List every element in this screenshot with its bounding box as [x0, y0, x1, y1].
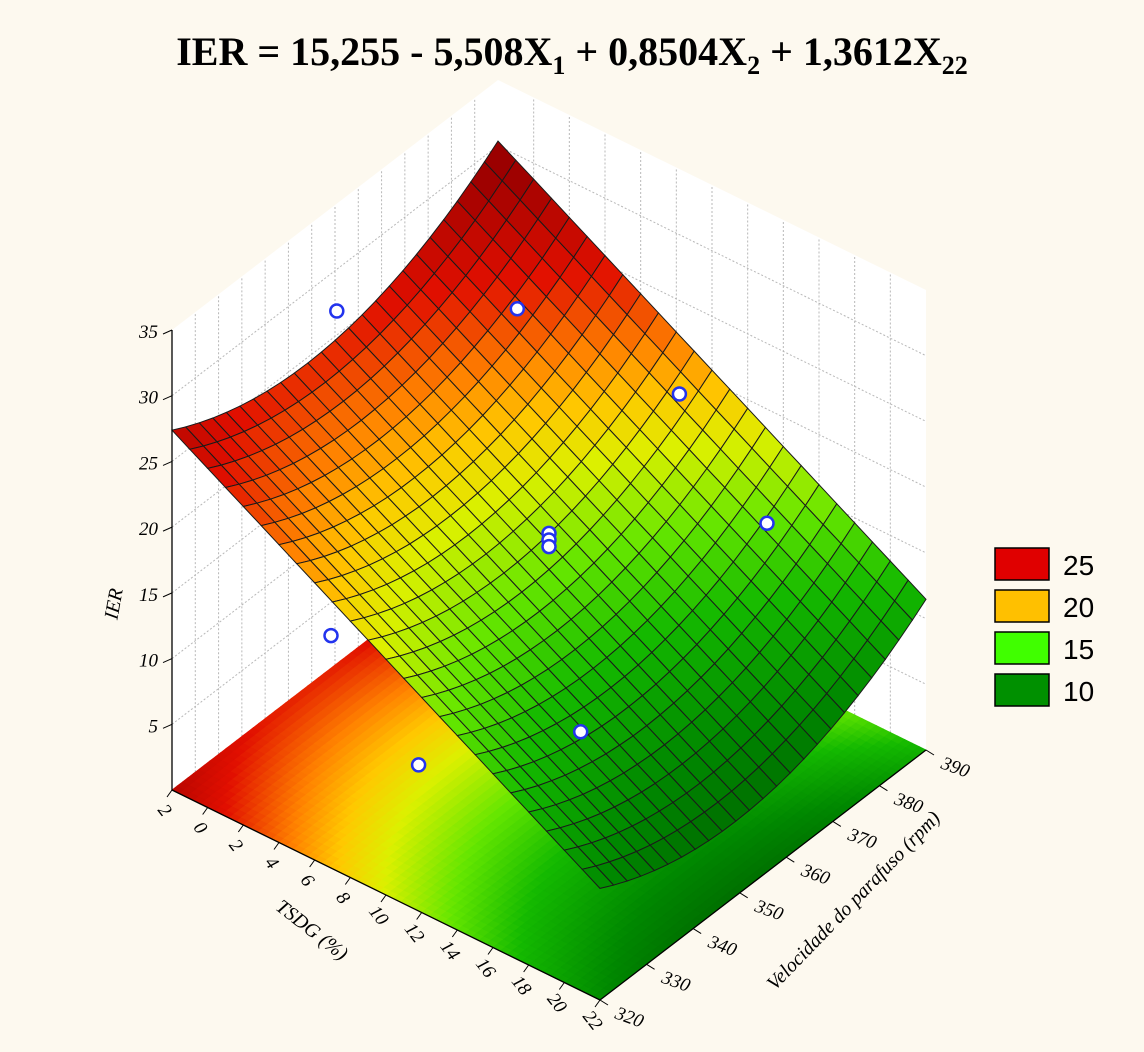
x-tick-mark — [273, 842, 280, 850]
x-tick-mark — [523, 964, 530, 973]
z-tick-mark — [162, 592, 173, 598]
observed-point — [329, 303, 345, 319]
x-tick-label: 16 — [471, 954, 500, 982]
z-tick-mark — [162, 395, 173, 401]
z-tick-label: 5 — [149, 716, 159, 737]
legend-label: 10 — [1063, 676, 1094, 707]
y-tick-mark — [646, 963, 655, 970]
response-surface — [171, 140, 927, 889]
wall-grid-z — [171, 145, 927, 397]
z-tick-label: 10 — [139, 651, 159, 672]
x-tick-mark — [594, 999, 601, 1008]
title-prefix: IER = 15,255 - 5,508X — [176, 29, 553, 74]
x-tick-mark — [558, 982, 565, 990]
legend-swatch — [994, 673, 1050, 707]
legend-swatch — [994, 589, 1050, 623]
z-tick-label: 15 — [139, 585, 158, 606]
x-tick-label: 18 — [507, 972, 536, 1000]
z-tick-label: 25 — [139, 453, 158, 474]
chart-title: IER = 15,255 - 5,508X1 + 0,8504X2 + 1,36… — [0, 28, 1144, 81]
y-tick-mark — [925, 749, 935, 756]
x-tick-label: 6 — [296, 870, 319, 891]
z-tick-mark — [162, 329, 173, 335]
x-tick-mark — [237, 824, 244, 833]
x-tick-label: 0 — [189, 818, 212, 839]
legend-label: 15 — [1063, 634, 1094, 665]
x-tick-mark — [451, 929, 458, 938]
z-tick-mark — [162, 526, 173, 532]
y-tick-label: 340 — [704, 931, 739, 961]
z-tick-mark — [162, 723, 173, 729]
legend-swatch — [994, 631, 1050, 665]
y-tick-mark — [832, 821, 842, 827]
title-sub-2: 2 — [747, 51, 761, 80]
legend-label: 20 — [1063, 592, 1094, 623]
z-tick-mark — [162, 658, 173, 664]
y-tick-mark — [692, 928, 702, 934]
x-tick-mark — [380, 894, 387, 903]
x-tick-mark — [487, 947, 494, 955]
y-tick-mark — [879, 785, 888, 792]
legend-label: 25 — [1063, 550, 1094, 581]
observed-point — [410, 757, 427, 773]
x-tick-mark — [344, 877, 351, 885]
y-tick-label: 350 — [751, 896, 786, 926]
observed-point — [541, 538, 557, 555]
y-tick-mark — [599, 999, 609, 1006]
y-tick-label: 380 — [891, 788, 926, 818]
observed-point — [509, 301, 526, 317]
observed-point — [323, 627, 339, 644]
legend: 25 20 15 10 — [994, 547, 1094, 707]
x-tick-label: 12 — [400, 919, 429, 947]
y-axis-line — [599, 749, 927, 1001]
x-tick-mark — [202, 807, 209, 815]
y-tick-mark — [739, 892, 748, 899]
y-tick-label: 320 — [611, 1003, 646, 1033]
title-sub-3: 22 — [941, 51, 968, 80]
observed-point — [671, 386, 688, 402]
y-tick-label: 360 — [798, 860, 833, 890]
y-tick-mark — [786, 856, 795, 863]
z-tick-label: 30 — [138, 388, 159, 409]
x-tick-label: 10 — [364, 902, 393, 930]
x-tick-label: 22 — [578, 1007, 607, 1035]
y-tick-label: 390 — [937, 753, 972, 783]
observed-point — [572, 724, 589, 740]
z-tick-label: 20 — [139, 519, 159, 540]
x-tick-mark — [416, 912, 423, 920]
surface-cell — [581, 865, 615, 889]
z-tick-label: 35 — [138, 322, 158, 343]
y-tick-label: 330 — [658, 967, 693, 997]
x-tick-mark — [309, 859, 316, 868]
x-tick-label: 4 — [260, 853, 283, 874]
title-mid-1: + 0,8504X — [565, 29, 748, 74]
x-tick-label: 14 — [436, 937, 465, 965]
x-tick-mark — [166, 789, 173, 798]
observed-point — [759, 515, 775, 532]
title-mid-2: + 1,3612X — [760, 29, 942, 74]
x-tick-label: 20 — [543, 989, 572, 1017]
z-tick-mark — [162, 460, 173, 466]
observed-points — [323, 301, 775, 773]
x-tick-label: 2 — [224, 835, 247, 856]
z-axis-label: IER — [100, 587, 127, 622]
x-tick-label: 8 — [331, 888, 354, 909]
x-tick-label: 2 — [153, 800, 176, 821]
title-sub-1: 1 — [552, 51, 566, 80]
legend-swatch — [994, 547, 1050, 581]
y-tick-label: 370 — [844, 824, 879, 854]
